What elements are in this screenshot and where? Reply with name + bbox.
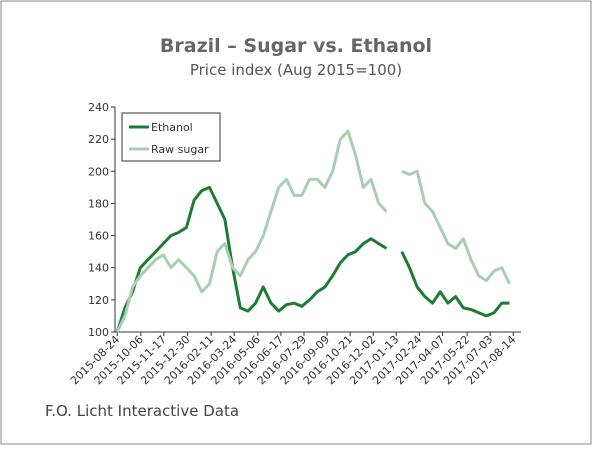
series-line	[115, 129, 511, 333]
y-tick-label: 220	[88, 133, 109, 146]
y-tick-label: 160	[88, 230, 109, 243]
y-tick-label: 240	[88, 101, 109, 114]
chart-title: Brazil – Sugar vs. Ethanol	[160, 35, 432, 57]
legend-label: Raw sugar	[151, 143, 209, 156]
source: F.O. Licht Interactive Data	[45, 402, 239, 420]
legend	[121, 112, 221, 162]
y-tick-label: 120	[88, 294, 109, 307]
y-tick-label: 200	[88, 165, 109, 178]
y-tick-label: 100	[88, 326, 109, 339]
chart-subtitle: Price index (Aug 2015=100)	[190, 61, 402, 79]
series-line	[115, 185, 510, 333]
legend-label: Ethanol	[151, 121, 193, 134]
y-tick-label: 180	[88, 197, 109, 210]
y-tick-label: 140	[88, 262, 109, 275]
